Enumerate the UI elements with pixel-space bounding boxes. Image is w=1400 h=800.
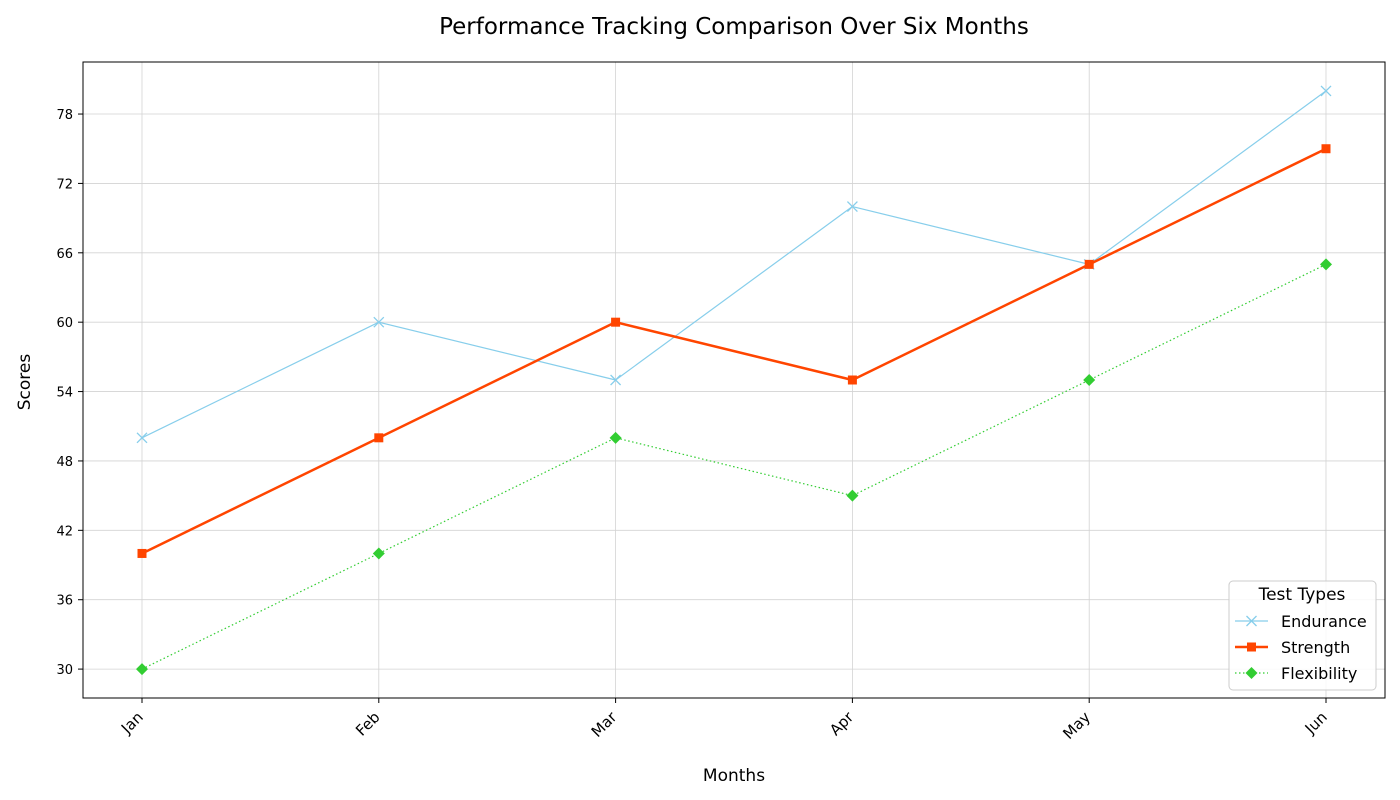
legend-item-endurance: Endurance — [1235, 612, 1367, 631]
data-point — [136, 663, 148, 676]
x-axis-label: Months — [703, 766, 765, 786]
legend-label: Strength — [1281, 638, 1350, 657]
y-tick-label: 30 — [56, 663, 73, 678]
y-tick-label: 54 — [56, 386, 73, 401]
series-endurance — [136, 85, 1332, 444]
data-point — [846, 201, 858, 213]
data-point — [1321, 144, 1331, 154]
data-point — [137, 548, 147, 558]
series-strength — [137, 144, 1331, 558]
x-tick-label: May — [1059, 708, 1094, 743]
grid-lines — [83, 62, 1385, 698]
data-point — [1320, 258, 1332, 271]
legend-label: Flexibility — [1281, 664, 1357, 683]
y-axis-label: Scores — [15, 354, 35, 411]
legend-box — [1228, 580, 1377, 691]
legend-item-strength: Strength — [1235, 638, 1350, 657]
data-point — [373, 316, 385, 328]
data-point — [1084, 259, 1094, 269]
data-point — [374, 433, 384, 443]
y-tick-label: 78 — [56, 108, 73, 123]
y-tick-label: 48 — [56, 455, 73, 470]
plot-area — [82, 61, 1386, 699]
y-tick-label: 66 — [56, 247, 73, 262]
data-point — [611, 317, 621, 327]
x-axis-ticks: Jan Feb Mar Apr May Jun — [117, 698, 1331, 743]
legend: Test Types Endurance Strength Flexibility — [1228, 580, 1377, 691]
y-tick-label: 72 — [56, 177, 73, 192]
data-point — [1083, 374, 1096, 386]
x-tick-label: Feb — [352, 708, 384, 740]
x-tick-label: Jan — [117, 708, 147, 738]
y-tick-label: 42 — [56, 524, 73, 539]
x-tick-label: Mar — [588, 708, 621, 741]
x-tick-label: Apr — [826, 708, 858, 740]
series-line — [141, 263, 1327, 670]
legend-marker — [1245, 667, 1258, 679]
legend-label: Endurance — [1281, 612, 1367, 631]
series-line — [141, 147, 1327, 555]
data-point — [136, 432, 148, 444]
data-point — [846, 489, 859, 502]
y-tick-label: 36 — [56, 594, 73, 609]
data-point — [847, 375, 857, 385]
y-tick-label: 60 — [56, 316, 73, 331]
data-point — [1320, 85, 1332, 97]
legend-item-flexibility: Flexibility — [1235, 664, 1357, 683]
legend-title: Test Types — [1258, 585, 1346, 605]
x-tick-label: Jun — [1301, 708, 1331, 738]
series-line — [141, 90, 1327, 439]
data-point — [609, 431, 622, 444]
legend-marker — [1246, 615, 1257, 627]
chart-title: Performance Tracking Comparison Over Six… — [439, 14, 1029, 40]
data-point — [610, 374, 622, 386]
legend-marker — [1247, 642, 1256, 652]
series-layer — [136, 85, 1332, 676]
data-point — [372, 547, 385, 560]
series-flexibility — [136, 258, 1332, 676]
y-axis-ticks: 30 36 42 48 54 60 66 72 78 — [56, 108, 83, 678]
